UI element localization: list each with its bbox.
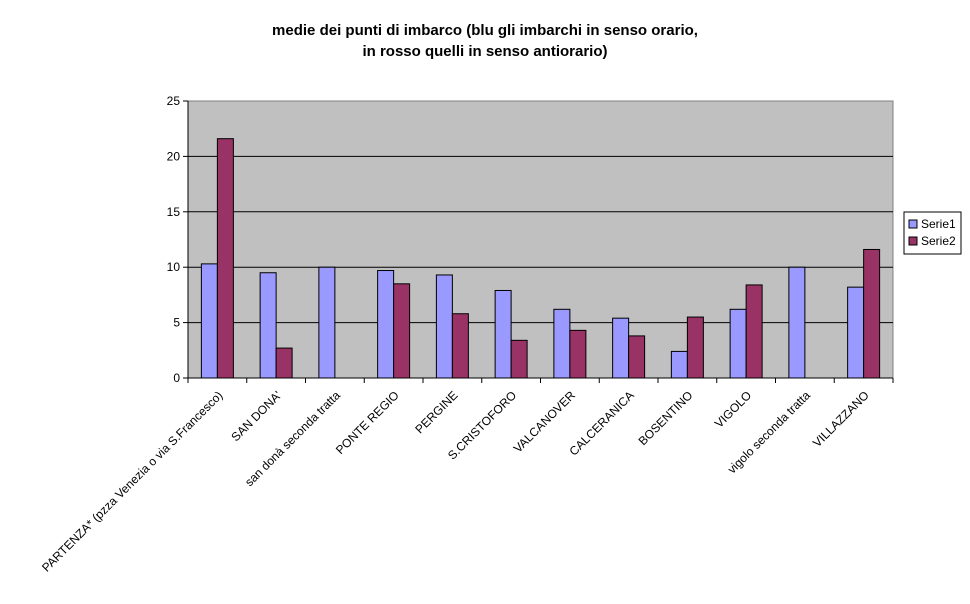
x-tick-label: san donà seconda tratta [242,388,343,489]
bar-serie2-7 [628,335,646,379]
x-tick-label: VALCANOVER [511,388,579,456]
y-tick-label: 5 [173,316,180,330]
bar-serie1-9 [729,308,747,379]
legend-box [903,211,962,255]
bar-serie2-8 [686,316,704,379]
y-tick-label: 10 [167,260,181,274]
bar-serie1-1 [259,272,277,379]
bar-serie1-4 [435,274,453,379]
bar-serie1-10 [788,266,806,379]
legend-label-serie2: Serie2 [921,234,956,248]
x-tick-label: VIGOLO [712,388,754,430]
bar-serie2-11 [863,248,881,379]
legend-swatch-serie2 [908,236,918,246]
bar-serie2-3 [393,283,411,379]
y-tick-label: 0 [173,371,180,385]
bar-serie2-0 [216,138,234,379]
bar-serie2-6 [569,329,587,379]
x-tick-label: PARTENZA* (pzza Venezia o via S.Francesc… [39,388,225,574]
bar-serie1-8 [670,350,688,379]
x-tick-label: PONTE REGIO [333,388,402,457]
x-tick-label: VILLAZZANO [810,388,872,450]
bar-serie2-5 [510,339,528,379]
plot-area [187,100,894,379]
y-tick-label: 20 [167,149,181,163]
bar-serie1-2 [318,266,336,379]
legend-label-serie1: Serie1 [921,217,956,231]
y-tick-label: 25 [167,94,181,108]
x-tick-label: PERGINE [412,388,460,436]
bar-serie2-4 [451,313,469,379]
chart-title-line-1: medie dei punti di imbarco (blu gli imba… [272,22,698,39]
bar-serie2-1 [275,347,293,379]
bar-serie1-6 [553,308,571,379]
chart-title-line-2: in rosso quelli in senso antiorario) [362,43,608,60]
bar-serie1-5 [494,289,512,379]
x-tick-label: SAN DONA' [228,388,284,444]
bar-serie1-7 [612,317,630,379]
legend-swatch-serie1 [908,219,918,229]
y-tick-label: 15 [167,205,181,219]
bar-serie1-0 [200,263,218,379]
bar-serie1-11 [847,286,865,379]
bar-serie2-9 [745,284,763,379]
x-tick-label: BOSENTINO [636,388,696,448]
bar-serie1-3 [377,270,395,379]
